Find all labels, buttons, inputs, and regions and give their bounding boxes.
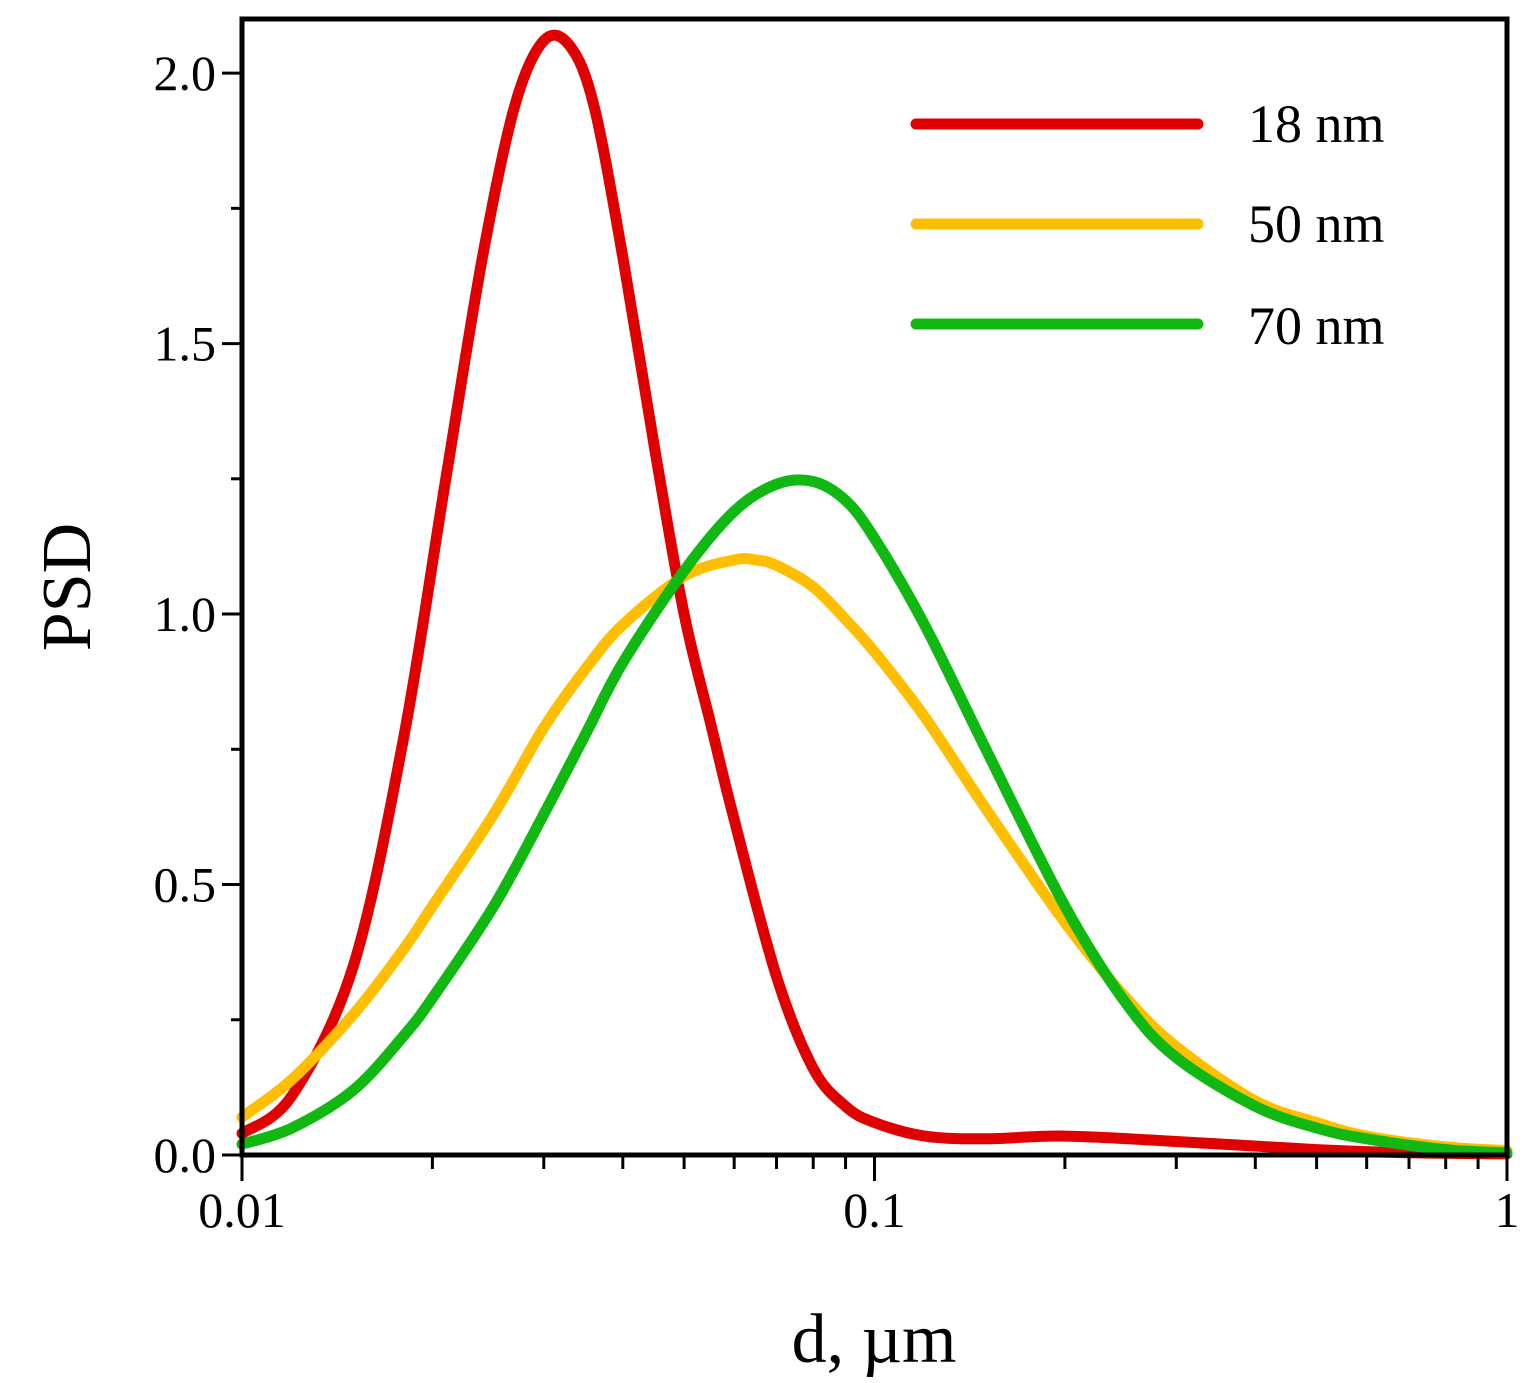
y-tick-label: 0.5	[154, 857, 217, 913]
legend-label-18nm: 18 nm	[1248, 94, 1385, 154]
x-tick-label: 1	[1495, 1182, 1520, 1238]
y-axis-label: PSD	[29, 523, 106, 651]
y-axis-ticks	[222, 71, 242, 1157]
legend-item-50nm: 50 nm	[910, 194, 1385, 254]
x-axis-ticks	[240, 1155, 1509, 1181]
y-tick-label: 0.0	[154, 1127, 217, 1183]
series-line-70nm	[236, 474, 1513, 1159]
x-axis-tick-labels: 0.01 0.1 1	[198, 1182, 1519, 1238]
y-axis-tick-labels: 0.0 0.5 1.0 1.5 2.0	[154, 45, 217, 1183]
series-layer	[236, 29, 1513, 1160]
x-axis-label: d, µm	[792, 1301, 957, 1378]
y-tick-label: 1.5	[154, 316, 217, 372]
x-tick-label: 0.1	[843, 1182, 906, 1238]
plot-area: 0.01 0.1 1 0.0 0.5 1.0 1.5 2.0	[154, 16, 1520, 1238]
x-tick-label: 0.01	[198, 1182, 286, 1238]
y-tick-label: 1.0	[154, 586, 217, 642]
legend-item-18nm: 18 nm	[910, 94, 1385, 154]
legend-item-70nm: 70 nm	[910, 296, 1385, 356]
legend: 18 nm 50 nm 70 nm	[910, 94, 1385, 356]
series-line-18nm	[236, 29, 1513, 1160]
legend-label-70nm: 70 nm	[1248, 296, 1385, 356]
series-line-50nm	[236, 553, 1513, 1157]
y-tick-label: 2.0	[154, 45, 217, 101]
legend-label-50nm: 50 nm	[1248, 194, 1385, 254]
